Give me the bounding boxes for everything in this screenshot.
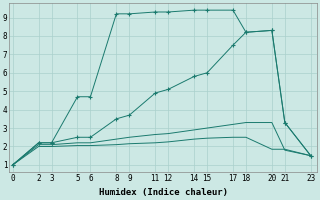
X-axis label: Humidex (Indice chaleur): Humidex (Indice chaleur) (99, 188, 228, 197)
